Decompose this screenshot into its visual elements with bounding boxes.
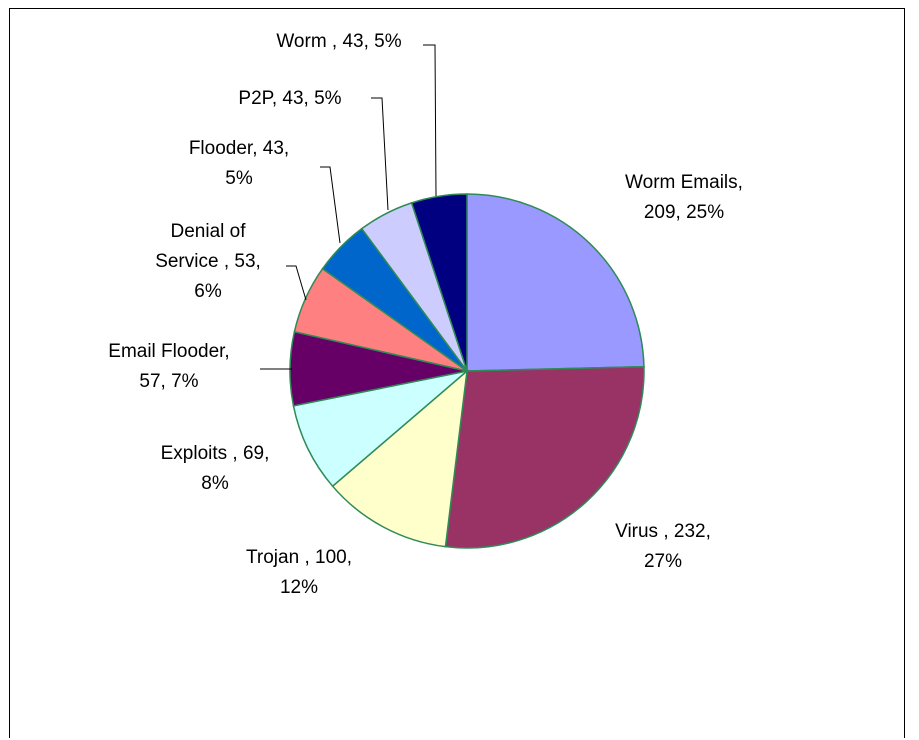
data-label: Virus , 232, 27%	[615, 521, 711, 572]
pie-slice-worm-emails	[466, 193, 645, 372]
leader-lines	[260, 44, 437, 370]
pie-slice-virus	[444, 365, 645, 549]
leader-line	[423, 44, 437, 197]
data-label: Trojan , 100, 12%	[246, 547, 352, 598]
leader-line	[286, 265, 307, 301]
leader-line	[371, 97, 389, 211]
pie-slice-trojan	[331, 369, 468, 548]
leader-line	[320, 166, 341, 244]
pie-slice-exploits	[292, 369, 470, 488]
pie-slice-worm	[410, 193, 468, 372]
data-label: Worm , 43, 5%	[276, 31, 401, 52]
chart-area	[9, 8, 905, 738]
data-label: Flooder, 43, 5%	[189, 138, 289, 189]
data-label: Denial of Service , 53, 6%	[155, 221, 261, 302]
pie-slices	[289, 193, 645, 549]
data-labels: Worm Emails, 209, 25% Virus , 232, 27% Troja…	[108, 31, 743, 598]
data-label: Exploits , 69, 8%	[161, 443, 270, 494]
data-label: Worm Emails, 209, 25%	[625, 172, 743, 223]
data-label: Email Flooder, 57, 7%	[108, 341, 229, 392]
data-label: P2P, 43, 5%	[238, 88, 341, 109]
